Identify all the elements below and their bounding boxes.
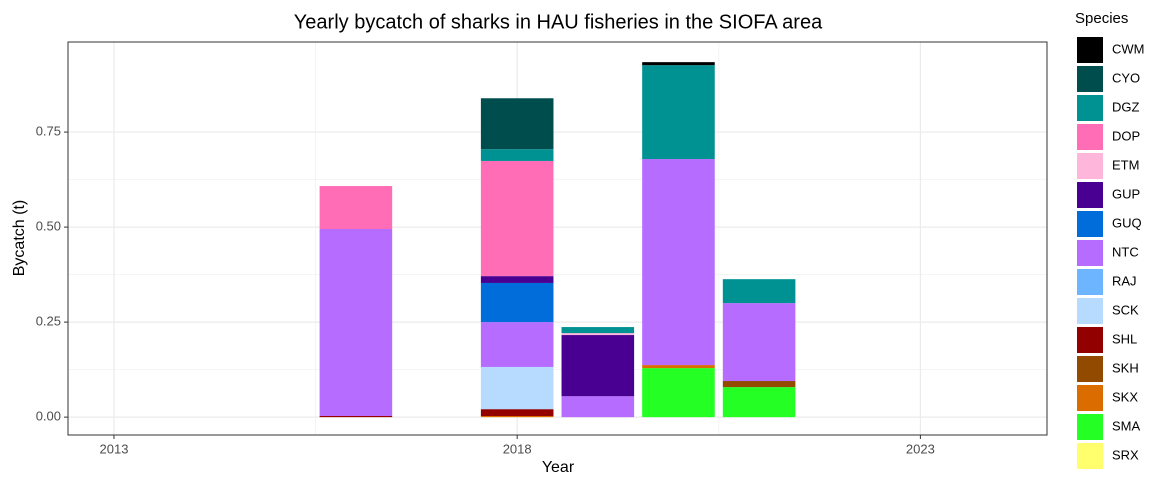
- legend-label: ETM: [1112, 157, 1139, 172]
- legend-key: [1077, 182, 1103, 208]
- legend-key: [1077, 153, 1103, 179]
- bar-segment: [642, 159, 715, 366]
- bar-segment: [480, 282, 554, 323]
- bar-segment: [561, 327, 635, 334]
- legend-label: DOP: [1112, 128, 1140, 143]
- legend-label: CYO: [1112, 70, 1140, 85]
- bar-segment: [722, 387, 796, 418]
- legend-key: [1077, 356, 1103, 382]
- bar-segment: [480, 98, 554, 150]
- legend-key: [1077, 37, 1103, 63]
- legend-key: [1077, 240, 1103, 266]
- legend-title: Species: [1075, 10, 1128, 27]
- legend-label: CWM: [1112, 41, 1145, 56]
- bar-segment: [480, 409, 554, 416]
- y-tick-label: 0.75: [36, 124, 61, 139]
- bar-segment: [319, 186, 393, 229]
- y-tick-label: 0.00: [36, 409, 61, 424]
- legend-key: [1077, 211, 1103, 237]
- legend-key: [1077, 385, 1103, 411]
- y-axis-title: Bycatch (t): [11, 200, 28, 276]
- bar-segment: [480, 149, 554, 161]
- y-tick-label: 0.25: [36, 314, 61, 329]
- x-tick-label: 2013: [100, 441, 129, 456]
- bar-segment: [480, 322, 554, 367]
- legend-label: SKH: [1112, 360, 1139, 375]
- bar-segment: [722, 381, 796, 388]
- bar-segment: [642, 368, 715, 418]
- bar-segment: [561, 335, 635, 397]
- bar-segment: [480, 366, 554, 410]
- legend-label: NTC: [1112, 244, 1139, 259]
- bar-segment: [642, 65, 715, 160]
- legend-label: SCK: [1112, 302, 1139, 317]
- plot-border: [67, 41, 1048, 436]
- legend-label: RAJ: [1112, 273, 1137, 288]
- bar-segment: [642, 62, 715, 66]
- y-tick-label: 0.50: [36, 219, 61, 234]
- legend-key: [1077, 269, 1103, 295]
- legend-label: GUQ: [1112, 215, 1142, 230]
- bar-segment: [319, 415, 393, 418]
- legend-key: [1077, 66, 1103, 92]
- legend-label: SHL: [1112, 331, 1137, 346]
- legend-label: DGZ: [1112, 99, 1140, 114]
- bar-segment: [722, 279, 796, 304]
- plot-background: [68, 42, 1047, 435]
- bar-segment: [561, 396, 635, 418]
- x-tick-label: 2023: [906, 441, 935, 456]
- legend-label: SRX: [1112, 447, 1139, 462]
- legend-key: [1077, 414, 1103, 440]
- bar-segment: [561, 333, 635, 336]
- legend-label: SMA: [1112, 418, 1141, 433]
- bar-segment: [642, 365, 715, 369]
- legend-key: [1077, 443, 1103, 469]
- bar-segment: [480, 276, 554, 283]
- bar-segment: [722, 303, 796, 382]
- chart-title: Yearly bycatch of sharks in HAU fisherie…: [294, 11, 823, 33]
- legend-key: [1077, 124, 1103, 150]
- x-tick-label: 2018: [503, 441, 532, 456]
- legend-key: [1077, 298, 1103, 324]
- bar-segment: [480, 160, 554, 277]
- legend-key: [1077, 327, 1103, 353]
- bar-segment: [319, 228, 393, 416]
- bar-segment: [480, 415, 554, 418]
- legend-key: [1077, 95, 1103, 121]
- x-axis-title: Year: [542, 459, 575, 476]
- legend-label: GUP: [1112, 186, 1140, 201]
- legend-label: SKX: [1112, 389, 1138, 404]
